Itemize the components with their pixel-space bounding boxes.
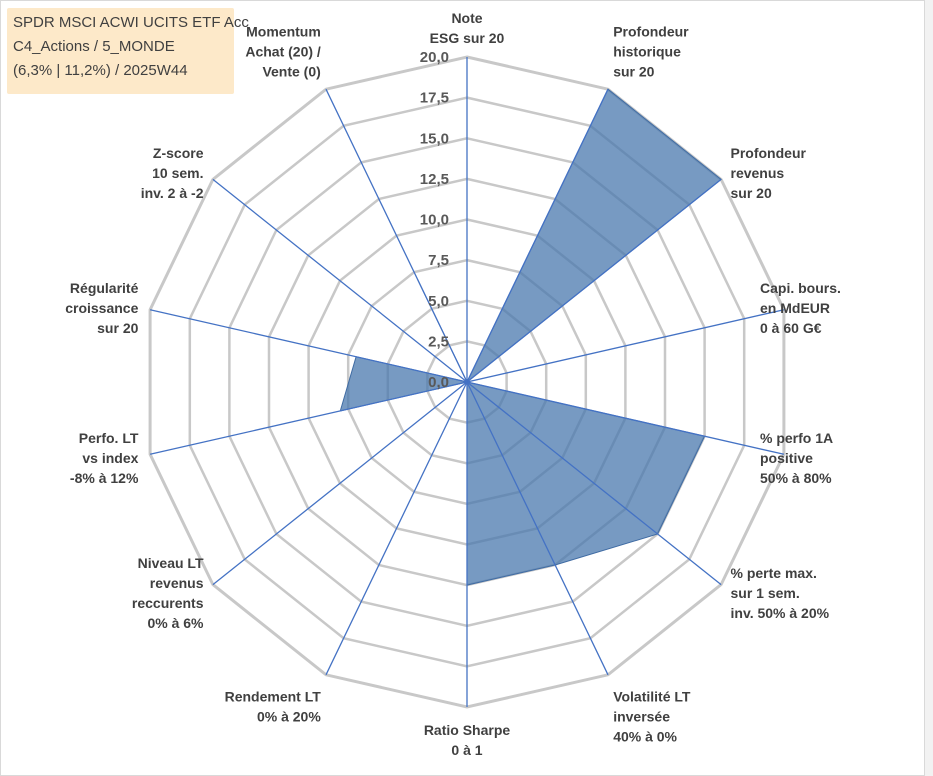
axis-spoke [466,309,785,383]
axis-label-line: Profondeur [613,23,689,39]
axis-label: Profondeur revenus sur 20 [731,145,807,201]
axis-spoke [212,178,468,383]
axis-label-line: inv. 2 à -2 [141,185,204,201]
axis-label-line: Perfo. LT [79,430,139,446]
fund-title-box: SPDR MSCI ACWI UCITS ETF Acc C4_Actions … [7,8,249,94]
axis-label-line: 0% à 6% [147,615,204,631]
axis-label-line: Z-score [153,145,204,161]
tick-label: 20,0 [420,49,449,66]
tick-label: 12,5 [420,171,449,188]
axis-label-line: Vente (0) [262,63,320,79]
axis-spoke [466,381,609,676]
axis-label-line: reccurents [132,595,204,611]
tick-label: 15,0 [420,130,449,147]
axis-label: Note ESG sur 20 [430,10,505,46]
axis-label-line: Achat (20) / [245,43,321,59]
radar-spokes [149,57,785,707]
axis-spoke [149,381,468,455]
axis-label: Volatilité LT inversée 40% à 0% [613,689,691,745]
tick-label: 10,0 [420,212,449,229]
axis-spoke [325,381,468,676]
axis-label: Ratio Sharpe 0 à 1 [424,722,511,758]
axis-label-line: 0 à 1 [451,742,482,758]
tick-label: 5,0 [428,293,449,310]
axis-label-line: inv. 50% à 20% [731,605,830,621]
axis-label-line: croissance [65,300,138,316]
axis-label-line: revenus [150,575,204,591]
tick-label: 7,5 [428,252,449,269]
axis-label-line: sur 20 [731,185,772,201]
axis-label-line: ESG sur 20 [430,30,505,46]
axis-label: Niveau LT revenus reccurents 0% à 6% [132,555,204,631]
axis-label-line: inversée [613,709,670,725]
fund-category: C4_Actions / 5_MONDE [13,38,175,55]
axis-label-line: 40% à 0% [613,729,677,745]
axis-label-line: 0% à 20% [257,709,321,725]
axis-label-line: positive [760,450,813,466]
axis-label-line: sur 20 [613,63,654,79]
axis-label: Capi. bours. en MdEUR 0 à 60 G€ [760,280,841,336]
axis-label-line: historique [613,43,681,59]
axis-label-line: -8% à 12% [70,470,139,486]
axis-label-line: 10 sem. [152,165,203,181]
axis-label-line: Note [451,10,482,26]
axis-spoke [466,381,722,586]
axis-label-line: sur 1 sem. [731,585,800,601]
fund-name: SPDR MSCI ACWI UCITS ETF Acc [13,14,249,31]
axis-spoke [466,178,722,383]
radar-axis-labels: Note ESG sur 20 Profondeur historique sur 20… [65,10,841,758]
tick-label: 0,0 [428,374,449,391]
axis-label-line: 0 à 60 G€ [760,320,822,336]
axis-label-line: Capi. bours. [760,280,841,296]
radar-tick-labels: 0,0 2,5 5,0 7,5 10,0 12,5 15,0 17,5 20,0 [420,49,449,391]
axis-label: Régularité croissance sur 20 [65,280,138,336]
axis-spoke [212,381,468,586]
axis-label: Profondeur historique sur 20 [613,23,689,79]
tick-label: 17,5 [420,90,449,107]
axis-label-line: Régularité [70,280,139,296]
axis-label-line: Niveau LT [138,555,204,571]
axis-label-line: Rendement LT [225,689,322,705]
axis-label-line: Profondeur [731,145,807,161]
axis-label: Perfo. LT vs index -8% à 12% [70,430,139,486]
axis-label-line: Volatilité LT [613,689,691,705]
axis-spoke [149,309,468,383]
axis-label: % perfo 1A positive 50% à 80% [760,430,833,486]
axis-label-line: revenus [731,165,785,181]
axis-label-line: Ratio Sharpe [424,722,511,738]
axis-label: % perte max. sur 1 sem. inv. 50% à 20% [731,565,830,621]
axis-label-line: % perte max. [731,565,817,581]
axis-label-line: % perfo 1A [760,430,833,446]
axis-label-line: 50% à 80% [760,470,832,486]
axis-label-line: vs index [82,450,138,466]
axis-label-line: sur 20 [97,320,138,336]
axis-spoke [466,88,609,383]
axis-spoke [466,381,785,455]
axis-label: Momentum Achat (20) / Vente (0) [245,23,321,79]
axis-label-line: en MdEUR [760,300,830,316]
axis-label: Rendement LT 0% à 20% [225,689,322,725]
axis-spoke [325,88,468,383]
fund-stats: (6,3% | 11,2%) / 2025W44 [13,62,188,79]
window-edge [924,0,933,776]
tick-label: 2,5 [428,333,449,350]
axis-label-line: Momentum [246,23,321,39]
axis-label: Z-score 10 sem. inv. 2 à -2 [141,145,204,201]
